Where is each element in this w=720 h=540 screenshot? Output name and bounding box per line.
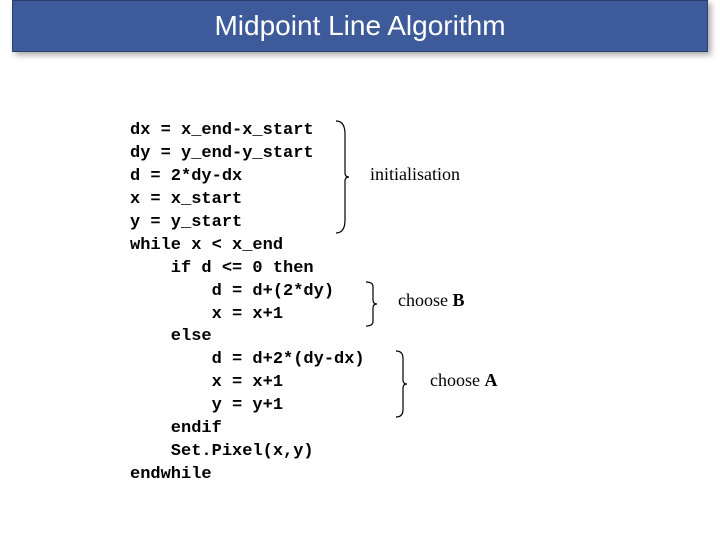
annotation-choose-a-bold: A	[484, 370, 497, 390]
annotation-choose-a-prefix: choose	[430, 370, 484, 390]
annotation-choose-a: choose A	[430, 370, 497, 391]
annotation-init-text: initialisation	[370, 164, 460, 184]
brace-choose-a	[395, 350, 409, 418]
algorithm-code: dx = x_end-x_start dy = y_end-y_start d …	[130, 120, 365, 487]
annotation-choose-b-bold: B	[452, 290, 464, 310]
slide-title: Midpoint Line Algorithm	[214, 10, 505, 42]
brace-choose-b	[365, 281, 379, 327]
annotation-choose-b-prefix: choose	[398, 290, 452, 310]
annotation-choose-b: choose B	[398, 290, 465, 311]
annotation-initialisation: initialisation	[370, 164, 460, 185]
title-bar: Midpoint Line Algorithm	[12, 0, 708, 52]
